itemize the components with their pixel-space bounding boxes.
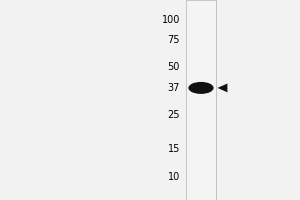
Text: 10: 10 xyxy=(168,172,180,182)
Polygon shape xyxy=(218,84,227,92)
Text: 25: 25 xyxy=(167,110,180,120)
Text: 37: 37 xyxy=(168,83,180,93)
Text: 100: 100 xyxy=(162,15,180,25)
Ellipse shape xyxy=(188,82,214,94)
Bar xyxy=(186,0,216,200)
Bar xyxy=(186,0,216,200)
Text: 75: 75 xyxy=(167,35,180,45)
Text: 50: 50 xyxy=(168,62,180,72)
Text: 15: 15 xyxy=(168,144,180,154)
